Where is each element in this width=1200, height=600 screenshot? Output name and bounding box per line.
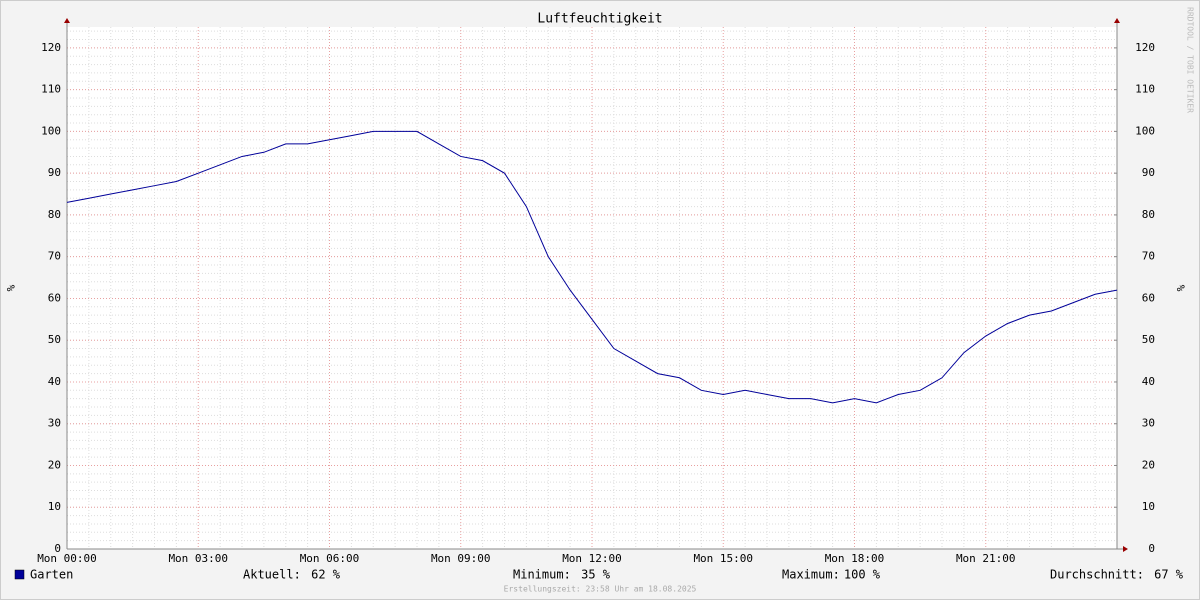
y-tick-label: 20 (48, 458, 61, 471)
y2-tick-label: 90 (1142, 166, 1155, 179)
legend-label: Garten (30, 568, 73, 582)
y-tick-label: 90 (48, 166, 61, 179)
stat-value: 35 % (581, 568, 611, 582)
y2-tick-label: 30 (1142, 417, 1155, 430)
y2-tick-label: 10 (1142, 500, 1155, 513)
y2-tick-label: 80 (1142, 208, 1155, 221)
x-tick-label: Mon 09:00 (431, 552, 491, 565)
x-tick-label: Mon 12:00 (562, 552, 622, 565)
y-tick-label: 50 (48, 333, 61, 346)
y-tick-label: 60 (48, 291, 61, 304)
y-tick-label: 40 (48, 375, 61, 388)
y-tick-label: 100 (41, 124, 61, 137)
y2-tick-label: 50 (1142, 333, 1155, 346)
y-tick-label: 70 (48, 250, 61, 263)
y2-tick-label: 110 (1135, 83, 1155, 96)
stat-value: 67 % (1154, 568, 1184, 582)
x-tick-label: Mon 00:00 (37, 552, 97, 565)
y2-tick-label: 70 (1142, 250, 1155, 263)
x-tick-label: Mon 06:00 (300, 552, 360, 565)
x-tick-label: Mon 21:00 (956, 552, 1016, 565)
y-axis-label: % (4, 285, 17, 292)
y2-tick-label: 0 (1148, 542, 1155, 555)
axis-arrow (1114, 18, 1120, 23)
chart-title: Luftfeuchtigkeit (537, 12, 662, 27)
watermark: RRDTOOL / TOBI OETIKER (1186, 7, 1195, 113)
x-tick-label: Mon 03:00 (168, 552, 228, 565)
y2-tick-label: 100 (1135, 124, 1155, 137)
y2-axis-label: % (1174, 285, 1187, 292)
stat-label: Maximum: (782, 568, 840, 582)
axis-arrow (1123, 546, 1128, 552)
x-tick-label: Mon 18:00 (825, 552, 885, 565)
stat-label: Aktuell: (243, 568, 301, 582)
stat-value: 62 % (311, 568, 341, 582)
y-tick-label: 80 (48, 208, 61, 221)
stat-label: Minimum: (513, 568, 571, 582)
y2-tick-label: 60 (1142, 291, 1155, 304)
y2-tick-label: 40 (1142, 375, 1155, 388)
stat-label: Durchschnitt: (1050, 568, 1144, 582)
y-tick-label: 30 (48, 417, 61, 430)
y-tick-label: 120 (41, 41, 61, 54)
stat-value: 100 % (844, 568, 881, 582)
y2-tick-label: 120 (1135, 41, 1155, 54)
series-line (66, 130, 1118, 404)
x-tick-label: Mon 15:00 (693, 552, 753, 565)
axis-arrow (64, 18, 70, 23)
legend-swatch (14, 569, 25, 580)
y-tick-label: 10 (48, 500, 61, 513)
y-tick-label: 0 (54, 542, 61, 555)
y-tick-label: 110 (41, 83, 61, 96)
footer: Erstellungszeit: 23:58 Uhr am 18.08.2025 (504, 585, 697, 594)
y2-tick-label: 20 (1142, 458, 1155, 471)
